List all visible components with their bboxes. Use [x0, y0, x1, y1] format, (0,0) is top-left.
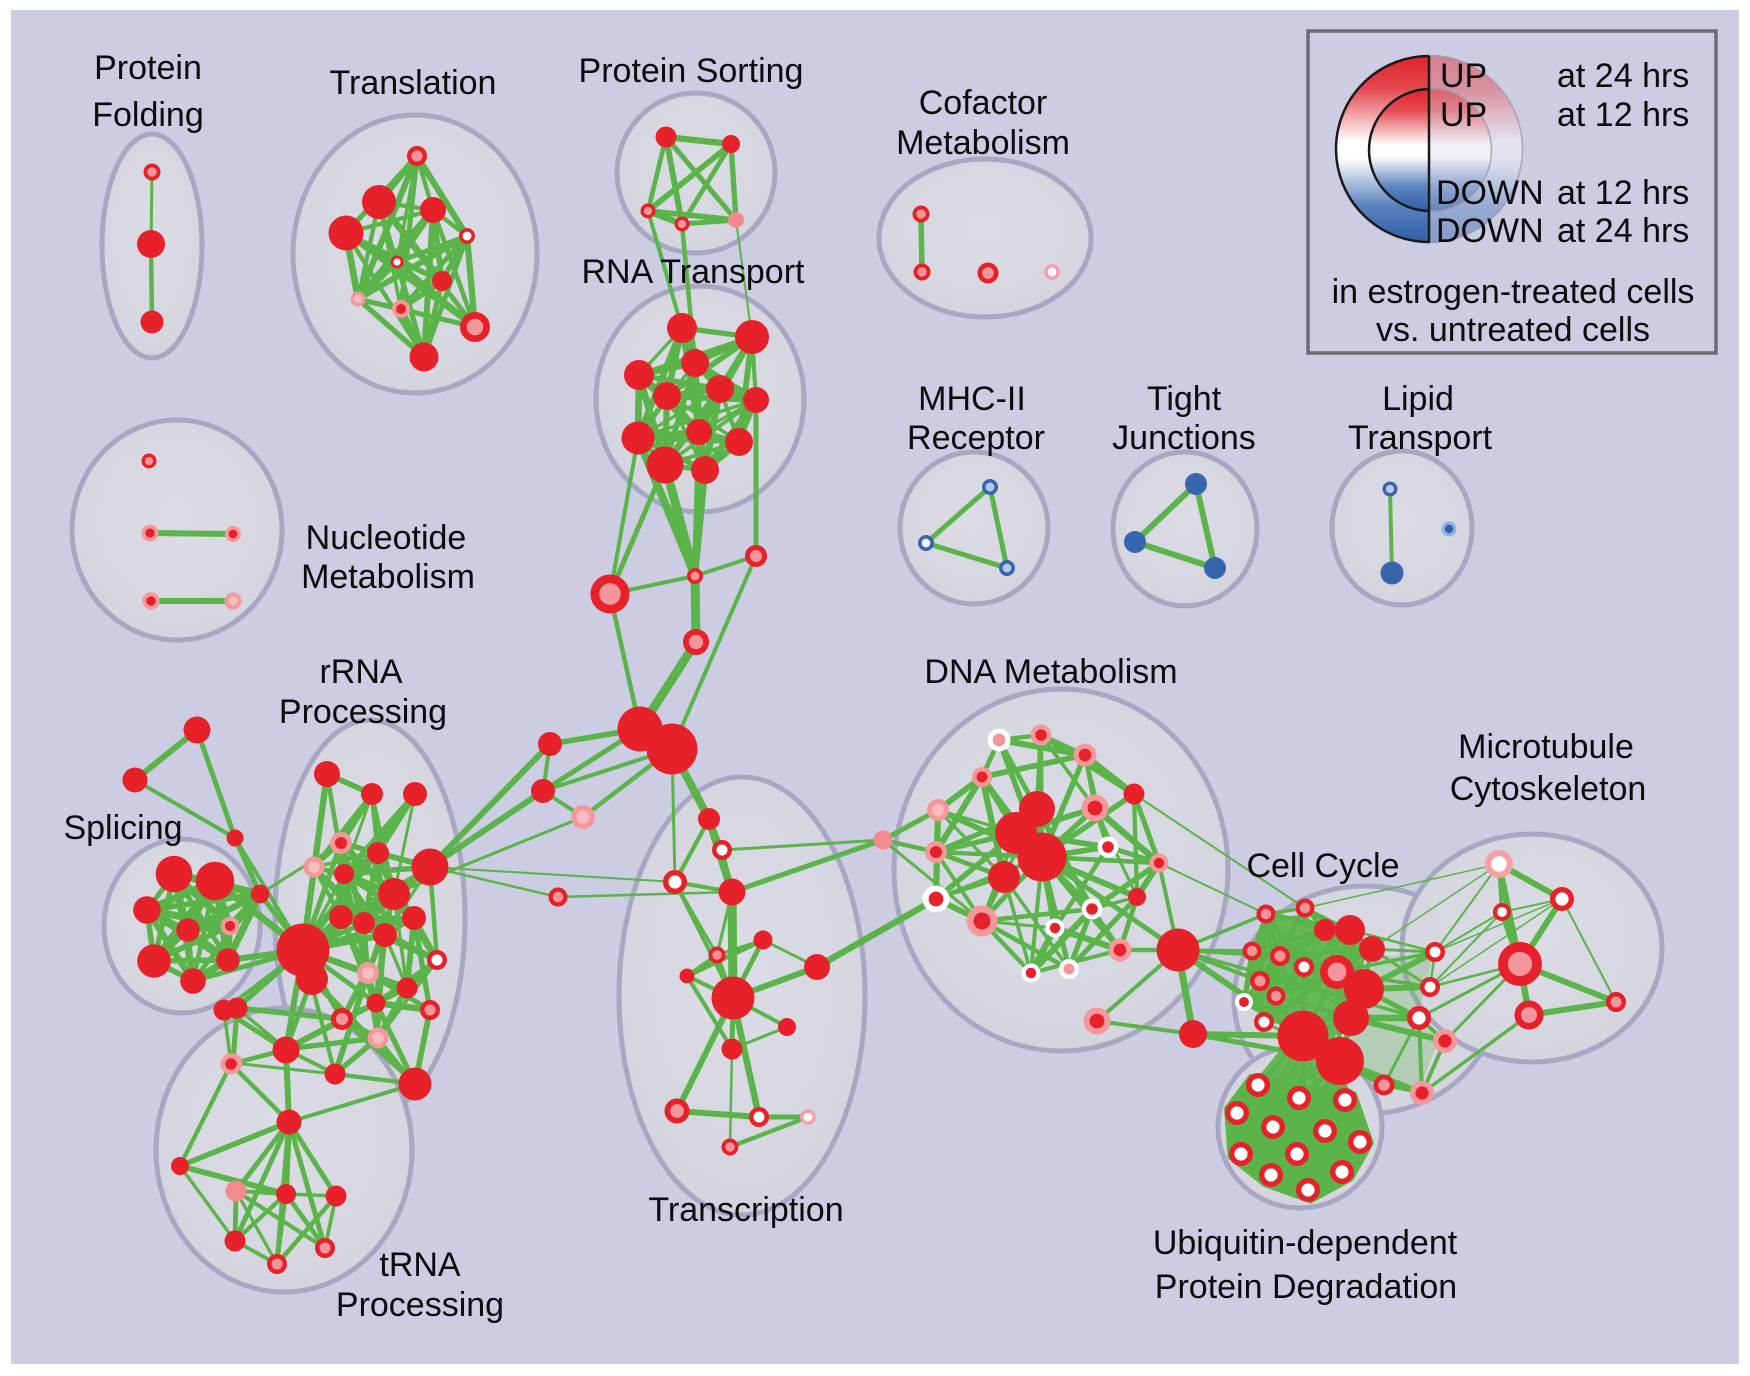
svg-text:MHC-II: MHC-II — [918, 380, 1026, 418]
svg-text:RNA Transport: RNA Transport — [582, 253, 806, 291]
svg-text:rRNA: rRNA — [319, 653, 402, 691]
svg-text:Cofactor: Cofactor — [919, 84, 1048, 122]
svg-text:at 12 hrs: at 12 hrs — [1557, 174, 1689, 212]
svg-text:Metabolism: Metabolism — [301, 558, 475, 596]
svg-text:Splicing: Splicing — [63, 809, 182, 847]
svg-text:Ubiquitin-dependent: Ubiquitin-dependent — [1153, 1224, 1458, 1262]
svg-text:Cell Cycle: Cell Cycle — [1246, 847, 1399, 885]
svg-text:at 24 hrs: at 24 hrs — [1557, 212, 1689, 250]
svg-text:tRNA: tRNA — [379, 1246, 461, 1284]
svg-text:at 12 hrs: at 12 hrs — [1557, 96, 1689, 134]
svg-text:Metabolism: Metabolism — [896, 124, 1070, 162]
svg-text:UP: UP — [1440, 96, 1487, 134]
svg-text:Lipid: Lipid — [1382, 380, 1454, 418]
svg-text:Microtubule: Microtubule — [1458, 728, 1634, 766]
svg-text:Processing: Processing — [279, 693, 447, 731]
svg-text:Transcription: Transcription — [648, 1191, 843, 1229]
svg-text:Junctions: Junctions — [1112, 419, 1256, 457]
svg-text:DNA Metabolism: DNA Metabolism — [924, 653, 1177, 691]
svg-text:Cytoskeleton: Cytoskeleton — [1450, 770, 1647, 808]
svg-text:at 24 hrs: at 24 hrs — [1557, 57, 1689, 95]
svg-text:Translation: Translation — [330, 64, 497, 102]
svg-text:vs. untreated cells: vs. untreated cells — [1376, 311, 1650, 349]
svg-text:DOWN: DOWN — [1436, 212, 1544, 250]
svg-text:DOWN: DOWN — [1436, 174, 1544, 212]
svg-text:Tight: Tight — [1147, 380, 1222, 418]
svg-text:Processing: Processing — [336, 1286, 504, 1324]
svg-text:Folding: Folding — [92, 96, 204, 134]
svg-text:Protein: Protein — [94, 49, 202, 87]
svg-text:Nucleotide: Nucleotide — [306, 519, 467, 557]
svg-text:Protein Sorting: Protein Sorting — [579, 52, 804, 90]
svg-text:Transport: Transport — [1348, 419, 1493, 457]
svg-text:in estrogen-treated cells: in estrogen-treated cells — [1332, 273, 1695, 311]
svg-text:Receptor: Receptor — [907, 419, 1045, 457]
svg-text:Protein Degradation: Protein Degradation — [1155, 1268, 1457, 1306]
svg-text:UP: UP — [1440, 57, 1487, 95]
